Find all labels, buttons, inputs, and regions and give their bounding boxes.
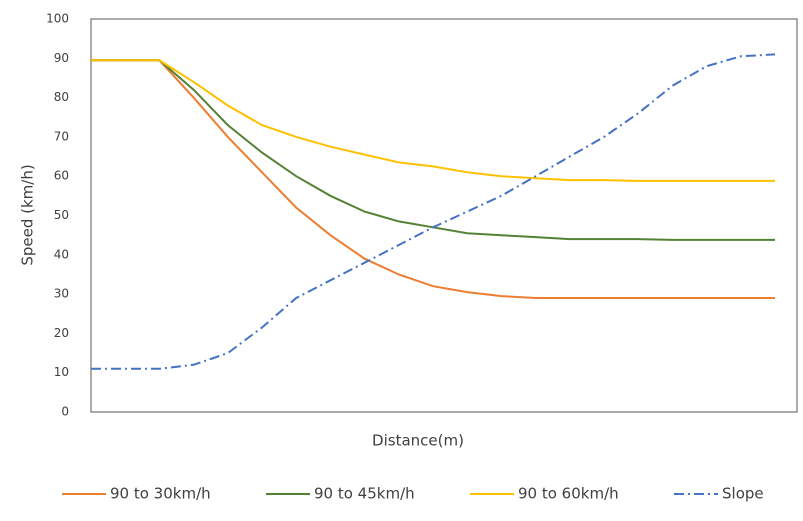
- y-tick-label: 60: [54, 169, 69, 183]
- series-line: [91, 54, 775, 368]
- series-line: [91, 60, 775, 181]
- y-tick-label: 70: [54, 129, 69, 143]
- x-axis-title: Distance(m): [372, 432, 464, 450]
- y-tick-label: 10: [54, 365, 69, 379]
- series-line: [91, 60, 775, 298]
- y-tick-label: 0: [61, 405, 69, 419]
- y-tick-label: 50: [54, 208, 69, 222]
- chart: Speed (km/h) Distance(m) 0 10 20 30 40 50 60 70…: [0, 0, 803, 517]
- legend-label: 90 to 60km/h: [518, 485, 619, 503]
- y-tick-label: 90: [54, 51, 69, 65]
- legend-label: Slope: [722, 485, 764, 503]
- y-tick-label: 20: [54, 326, 69, 340]
- y-tick-label: 40: [54, 247, 69, 261]
- plot-frame: [91, 19, 797, 412]
- legend-label: 90 to 45km/h: [314, 485, 415, 503]
- y-axis-title: Speed (km/h): [19, 164, 37, 265]
- legend-label: 90 to 30km/h: [110, 485, 211, 503]
- series-line: [91, 60, 775, 240]
- y-tick-label: 30: [54, 287, 69, 301]
- y-tick-label: 80: [54, 90, 69, 104]
- y-tick-label: 100: [46, 12, 69, 26]
